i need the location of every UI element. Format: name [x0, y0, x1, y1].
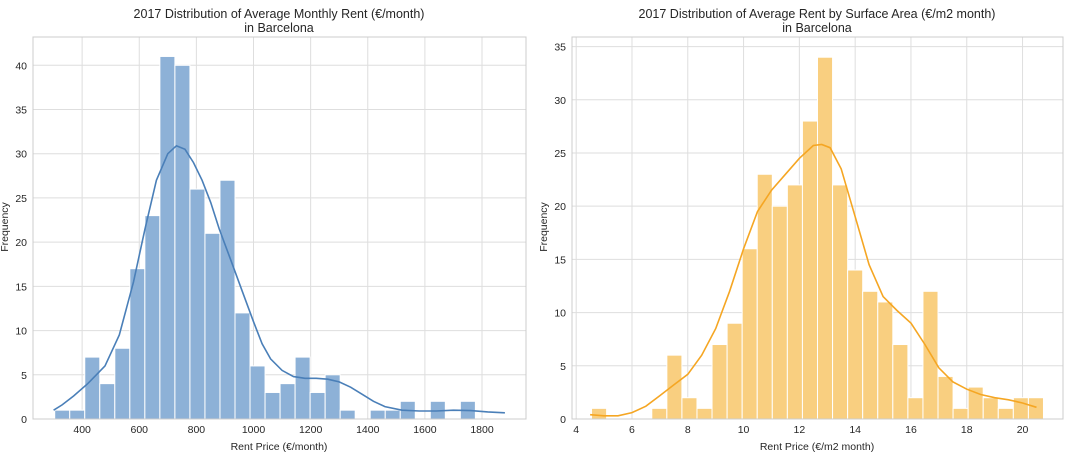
histogram-bar: [114, 347, 131, 420]
y-tick-label: 20: [15, 237, 27, 249]
histogram-bar: [309, 391, 326, 420]
x-axis-label: Rent Price (€/m2 month): [760, 441, 874, 453]
x-tick-label: 600: [130, 424, 148, 436]
right-histogram: 2017 Distribution of Average Rent by Sur…: [538, 7, 1064, 453]
y-tick-label: 35: [554, 42, 566, 54]
histogram-bar: [892, 344, 909, 420]
x-tick-label: 800: [188, 424, 206, 436]
x-tick-label: 1400: [356, 424, 380, 436]
histogram-bar: [651, 407, 668, 420]
x-tick-label: 400: [73, 424, 91, 436]
chart-subtitle: in Barcelona: [782, 21, 852, 35]
histogram-bar: [681, 397, 698, 420]
histogram-bar: [204, 232, 221, 420]
y-tick-label: 0: [21, 414, 27, 426]
chart-subtitle: in Barcelona: [244, 21, 314, 35]
histogram-bar: [69, 409, 86, 420]
histogram-bar: [907, 397, 924, 420]
histogram-bar: [771, 205, 788, 420]
histogram-bar: [877, 301, 894, 420]
plot-frame: [571, 36, 1064, 420]
plot-frame: [32, 36, 527, 420]
x-tick-label: 20: [1017, 424, 1029, 436]
kde-curve: [53, 144, 505, 414]
histogram-bar: [591, 407, 608, 420]
chart-title: 2017 Distribution of Average Monthly Ren…: [134, 7, 425, 21]
histogram-bar: [756, 173, 773, 420]
histogram-bar: [726, 322, 743, 420]
y-axis-label: Frequency: [0, 201, 11, 251]
y-tick-label: 0: [560, 414, 566, 426]
x-tick-label: 8: [685, 424, 691, 436]
y-tick-label: 15: [554, 254, 566, 266]
x-tick-label: 12: [794, 424, 806, 436]
x-tick-label: 1800: [470, 424, 494, 436]
x-tick-label: 4: [573, 424, 579, 436]
histogram-bar: [666, 354, 683, 420]
histogram-bar: [129, 268, 146, 420]
y-tick-label: 5: [21, 370, 27, 382]
histogram-bar: [862, 290, 879, 420]
histogram-bar: [786, 184, 803, 420]
histogram-bar: [384, 409, 401, 420]
y-tick-label: 25: [554, 148, 566, 160]
histogram-bar: [159, 55, 176, 420]
y-tick-label: 30: [554, 95, 566, 107]
x-tick-label: 1600: [413, 424, 437, 436]
y-tick-label: 20: [554, 201, 566, 213]
chart-title: 2017 Distribution of Average Rent by Sur…: [639, 7, 996, 21]
histogram-bar: [84, 356, 101, 420]
y-tick-label: 10: [554, 308, 566, 320]
y-tick-label: 10: [15, 326, 27, 338]
histogram-bar: [99, 383, 116, 420]
histogram-bar: [847, 269, 864, 420]
histogram-bar: [741, 248, 758, 420]
x-tick-label: 1000: [242, 424, 266, 436]
histogram-bar: [982, 397, 999, 420]
histogram-bar: [711, 344, 728, 420]
histogram-bar: [279, 383, 296, 420]
x-tick-label: 10: [738, 424, 750, 436]
histogram-bar: [144, 215, 161, 420]
histogram-bar: [249, 365, 266, 420]
x-tick-label: 1200: [299, 424, 323, 436]
y-axis-label: Frequency: [538, 201, 550, 251]
histogram-bar: [1027, 397, 1044, 420]
histogram-bar: [696, 407, 713, 420]
histogram-bar: [219, 179, 236, 420]
x-tick-label: 16: [905, 424, 917, 436]
x-tick-label: 18: [961, 424, 973, 436]
x-axis-label: Rent Price (€/month): [231, 441, 328, 453]
histogram-bar: [264, 391, 281, 420]
x-tick-label: 14: [849, 424, 861, 436]
histogram-bar: [189, 188, 206, 420]
histogram-bar: [832, 184, 849, 420]
histogram-bar: [937, 375, 954, 420]
left-histogram: 2017 Distribution of Average Monthly Ren…: [0, 7, 527, 453]
histogram-bar: [801, 120, 819, 420]
histogram-bar: [234, 312, 251, 420]
histogram-bar: [54, 409, 71, 420]
histogram-bar: [294, 356, 311, 420]
y-tick-label: 25: [15, 193, 27, 205]
histogram-bar: [817, 56, 834, 420]
y-tick-label: 5: [560, 361, 566, 373]
x-tick-label: 6: [629, 424, 635, 436]
y-tick-label: 15: [15, 281, 27, 293]
histogram-bar: [952, 407, 969, 420]
histogram-bar: [997, 407, 1014, 420]
kde-curve: [590, 143, 1037, 417]
y-tick-label: 30: [15, 149, 27, 161]
histogram-bar: [369, 409, 386, 420]
y-tick-label: 40: [15, 60, 27, 72]
histogram-bar: [174, 64, 191, 420]
histogram-bar: [339, 409, 356, 420]
y-tick-label: 35: [15, 105, 27, 117]
